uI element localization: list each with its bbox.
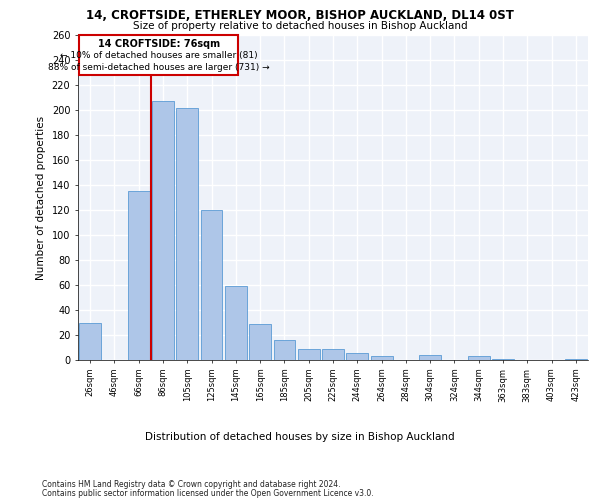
Bar [225, 286, 247, 360]
Bar [346, 352, 368, 360]
Text: 14 CROFTSIDE: 76sqm: 14 CROFTSIDE: 76sqm [98, 39, 220, 49]
Bar [152, 101, 174, 360]
Text: ← 10% of detached houses are smaller (81): ← 10% of detached houses are smaller (81… [60, 52, 257, 60]
Bar [128, 191, 149, 360]
Bar [468, 356, 490, 360]
Bar [200, 210, 223, 360]
Text: 88% of semi-detached houses are larger (731) →: 88% of semi-detached houses are larger (… [48, 62, 269, 72]
Bar [322, 349, 344, 360]
Text: Contains public sector information licensed under the Open Government Licence v3: Contains public sector information licen… [42, 488, 374, 498]
Bar [176, 108, 198, 360]
Bar [298, 349, 320, 360]
Text: Contains HM Land Registry data © Crown copyright and database right 2024.: Contains HM Land Registry data © Crown c… [42, 480, 341, 489]
Bar [419, 355, 441, 360]
Bar [565, 359, 587, 360]
Bar [249, 324, 271, 360]
Y-axis label: Number of detached properties: Number of detached properties [36, 116, 46, 280]
Bar [371, 356, 392, 360]
Bar [274, 340, 295, 360]
Bar [79, 322, 101, 360]
Text: 14, CROFTSIDE, ETHERLEY MOOR, BISHOP AUCKLAND, DL14 0ST: 14, CROFTSIDE, ETHERLEY MOOR, BISHOP AUC… [86, 9, 514, 22]
Bar [492, 359, 514, 360]
Text: Distribution of detached houses by size in Bishop Auckland: Distribution of detached houses by size … [145, 432, 455, 442]
FancyBboxPatch shape [79, 35, 238, 75]
Text: Size of property relative to detached houses in Bishop Auckland: Size of property relative to detached ho… [133, 21, 467, 31]
